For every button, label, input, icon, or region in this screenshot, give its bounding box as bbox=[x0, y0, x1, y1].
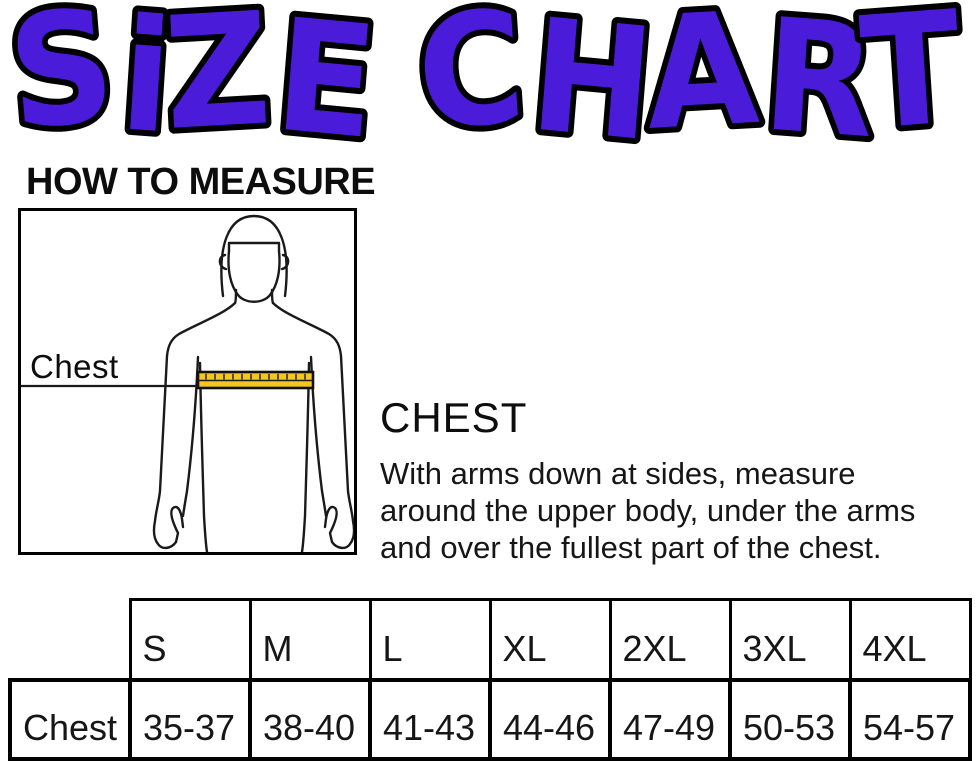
torso-left-line bbox=[198, 361, 209, 552]
chest-value-s: 35-37 bbox=[128, 677, 252, 761]
title-banner: SiZE CHART bbox=[0, 0, 972, 158]
hairline bbox=[227, 241, 281, 253]
left-ear bbox=[218, 253, 228, 271]
chest-description-line: around the upper body, under the arms bbox=[380, 493, 916, 528]
size-table: S M L XL 2XL 3XL 4XL Chest 35-37 38-40 4… bbox=[8, 598, 972, 761]
title-text: SiZE CHART bbox=[1, 0, 966, 158]
right-arm-outline bbox=[271, 301, 354, 550]
face-outline bbox=[227, 249, 281, 303]
chest-value-3xl: 50-53 bbox=[728, 677, 852, 761]
left-inner-arm-line bbox=[181, 355, 200, 518]
chest-instructions: CHEST With arms down at sides, measure a… bbox=[380, 394, 915, 566]
size-column-header-3xl: 3XL bbox=[728, 598, 852, 681]
size-table-header-row: S M L XL 2XL 3XL 4XL bbox=[10, 598, 972, 681]
right-inner-arm-line bbox=[309, 355, 328, 518]
chest-value-4xl: 54-57 bbox=[848, 677, 972, 761]
measurement-diagram: Chest bbox=[18, 208, 357, 555]
empty-corner-cell bbox=[10, 600, 130, 680]
neck-right-line bbox=[270, 288, 275, 305]
torso-right-line bbox=[300, 361, 311, 552]
size-column-header-s: S bbox=[128, 598, 252, 681]
chest-value-2xl: 47-49 bbox=[608, 677, 732, 761]
chest-heading: CHEST bbox=[380, 394, 528, 441]
chest-description-line: With arms down at sides, measure bbox=[380, 456, 856, 491]
size-column-header-4xl: 4XL bbox=[848, 598, 972, 681]
size-column-header-l: L bbox=[368, 598, 492, 681]
how-to-measure-heading: HOW TO MEASURE bbox=[26, 161, 376, 203]
diagram-chest-label: Chest bbox=[30, 348, 119, 385]
size-column-header-2xl: 2XL bbox=[608, 598, 732, 681]
neck-left-line bbox=[233, 288, 238, 305]
chest-value-m: 38-40 bbox=[248, 677, 372, 761]
size-column-header-m: M bbox=[248, 598, 372, 681]
left-arm-outline bbox=[152, 301, 237, 550]
size-table-data-row: Chest 35-37 38-40 41-43 44-46 47-49 50-5… bbox=[8, 677, 972, 761]
body-figure-illustration bbox=[21, 214, 354, 552]
chest-value-l: 41-43 bbox=[368, 677, 492, 761]
chest-description-line: and over the fullest part of the chest. bbox=[380, 530, 882, 565]
size-column-header-xl: XL bbox=[488, 598, 612, 681]
right-ear bbox=[280, 253, 290, 271]
chest-value-xl: 44-46 bbox=[488, 677, 612, 761]
row-label-cell: Chest bbox=[8, 677, 132, 761]
measuring-tape-ticks bbox=[205, 373, 306, 380]
chest-description: With arms down at sides, measure around … bbox=[380, 455, 915, 566]
